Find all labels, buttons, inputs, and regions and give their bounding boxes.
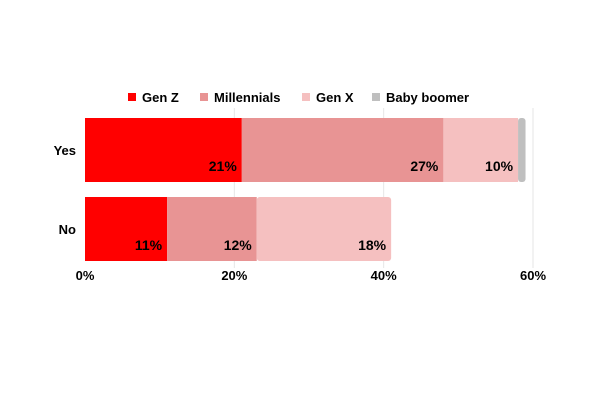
- legend-label: Millennials: [214, 90, 280, 105]
- data-label: 10%: [485, 158, 514, 174]
- legend-swatch: [372, 93, 380, 101]
- data-labels: 21% 27% 10% 11% 12% 18%: [135, 158, 514, 253]
- x-tick-label: 0%: [76, 268, 95, 283]
- data-label: 21%: [209, 158, 238, 174]
- x-tick-label: 40%: [371, 268, 397, 283]
- bar-segment: [256, 197, 392, 261]
- x-tick-label: 60%: [520, 268, 546, 283]
- bar-segment: [85, 118, 242, 182]
- x-tick-label: 20%: [221, 268, 247, 283]
- bar-segment: [518, 118, 526, 182]
- data-label: 27%: [410, 158, 439, 174]
- data-label: 11%: [135, 237, 163, 253]
- legend: Gen Z Millennials Gen X Baby boomer: [128, 90, 469, 105]
- category-label: No: [59, 222, 76, 237]
- bar-segment: [241, 118, 444, 182]
- legend-swatch: [302, 93, 310, 101]
- legend-label: Gen X: [316, 90, 354, 105]
- category-label: Yes: [54, 143, 76, 158]
- data-label: 18%: [358, 237, 387, 253]
- data-label: 12%: [224, 237, 253, 253]
- legend-label: Gen Z: [142, 90, 179, 105]
- bar-segment: [85, 197, 168, 261]
- legend-swatch: [128, 93, 136, 101]
- bar-segment: [167, 197, 257, 261]
- bar-segment: [443, 118, 519, 182]
- legend-label: Baby boomer: [386, 90, 469, 105]
- axes: 0% 20% 40% 60% Yes No: [54, 143, 547, 283]
- legend-swatch: [200, 93, 208, 101]
- bars: [85, 118, 526, 261]
